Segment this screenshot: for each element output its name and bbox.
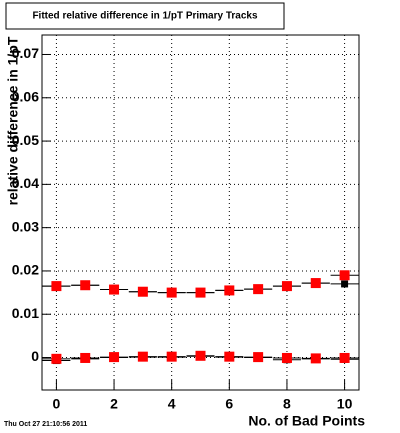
marker	[195, 350, 206, 361]
y-tick-label: 0.01	[12, 305, 39, 321]
timestamp: Thu Oct 27 21:10:56 2011	[4, 421, 87, 428]
x-tick-label: 8	[283, 396, 291, 412]
marker	[195, 287, 206, 298]
y-tick-label: 0	[31, 348, 39, 364]
x-tick-label: 10	[337, 396, 353, 412]
y-tick-label: 0.03	[12, 218, 39, 234]
marker	[137, 351, 148, 362]
y-tick-label: 0.04	[12, 175, 39, 191]
marker	[166, 287, 177, 298]
x-tick-label: 2	[110, 396, 118, 412]
x-axis-label: No. of Bad Points	[248, 413, 365, 429]
y-tick-label: 0.05	[12, 132, 39, 148]
plot-frame	[41, 34, 360, 391]
y-tick-label: 0.07	[12, 45, 39, 61]
marker	[224, 285, 235, 296]
marker	[109, 284, 120, 295]
x-tick-label: 0	[53, 396, 61, 412]
y-tick-label: 0.06	[12, 88, 39, 104]
marker	[80, 280, 91, 291]
x-tick-label: 4	[168, 396, 176, 412]
marker	[80, 352, 91, 363]
marker	[310, 353, 321, 364]
marker	[310, 278, 321, 289]
marker	[281, 281, 292, 292]
marker	[166, 351, 177, 362]
marker	[51, 353, 62, 364]
marker	[339, 270, 350, 281]
marker	[339, 352, 350, 363]
marker	[253, 284, 264, 295]
title-box	[5, 2, 285, 30]
marker	[253, 352, 264, 363]
y-tick-label: 0.02	[12, 262, 39, 278]
y-axis-label: relative difference in 1/pT	[5, 36, 21, 205]
marker	[109, 352, 120, 363]
marker	[224, 351, 235, 362]
marker	[137, 286, 148, 297]
x-tick-label: 6	[225, 396, 233, 412]
marker	[341, 280, 349, 288]
chart-title: Fitted relative difference in 1/pT Prima…	[32, 11, 258, 22]
marker	[51, 281, 62, 292]
marker	[281, 352, 292, 363]
